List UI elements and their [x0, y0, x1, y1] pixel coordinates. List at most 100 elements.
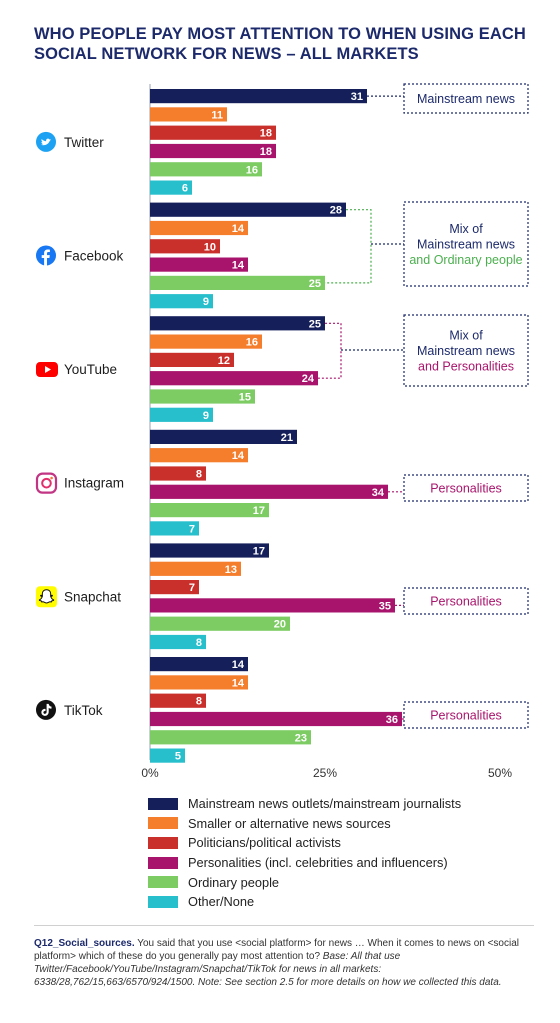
callout-twitter-text-1: Mainstream news — [417, 92, 515, 106]
callout-youtube-box — [403, 314, 529, 387]
data-label: 16 — [246, 337, 258, 349]
bar-snapchat-1 — [150, 543, 269, 558]
bar-tiktok-6 — [150, 748, 185, 763]
bar-snapchat-3 — [150, 580, 199, 595]
data-label: 5 — [175, 751, 181, 763]
footnote-question: You said that you use <social platform> … — [34, 938, 519, 962]
callout-youtube-text-3: and Personalities — [418, 360, 514, 374]
callout-youtube-text-2: Mainstream news — [417, 344, 515, 358]
bar-tiktok-5 — [150, 730, 311, 745]
chart-title: WHO PEOPLE PAY MOST ATTENTION TO WHEN US… — [34, 24, 534, 64]
data-label: 17 — [253, 505, 265, 517]
youtube-icon — [36, 362, 58, 378]
callout-youtube-connector — [318, 322, 342, 379]
data-label: 7 — [189, 582, 195, 594]
bar-tiktok-4 — [150, 711, 402, 727]
bar-youtube-1 — [150, 316, 325, 331]
bar-snapchat-5 — [150, 616, 290, 631]
footnote-base: Base: All that use Twitter/Facebook/YouT… — [34, 951, 502, 988]
data-label: 14 — [232, 223, 245, 235]
platform-label-instagram: Instagram — [64, 476, 124, 491]
x-tick-label: 50% — [488, 766, 512, 780]
bar-snapchat-2 — [150, 561, 241, 576]
bar-tiktok-2 — [150, 675, 248, 690]
callout-facebook-text-2: Mainstream news — [417, 238, 515, 252]
data-label: 6 — [182, 183, 188, 195]
legend-label: Other/None — [188, 894, 255, 910]
bar-twitter-2 — [150, 107, 227, 122]
bar-snapchat-4 — [150, 598, 395, 613]
legend-label: Personalities (incl. celebrities and inf… — [188, 855, 448, 871]
data-label: 36 — [386, 714, 398, 726]
bar-tiktok-1 — [150, 657, 248, 672]
data-label: 12 — [218, 355, 230, 367]
bar-youtube-5 — [150, 389, 255, 404]
bar-facebook-1 — [150, 202, 346, 217]
bar-twitter-4 — [150, 143, 276, 159]
data-label: 23 — [295, 732, 307, 744]
data-label: 20 — [274, 619, 286, 631]
callout-tiktok-box — [403, 701, 529, 729]
data-label: 31 — [351, 91, 363, 103]
data-label: 15 — [239, 392, 251, 404]
data-label: 8 — [196, 696, 202, 708]
bar-instagram-5 — [150, 503, 269, 518]
callout-youtube-text-1: Mix of — [449, 329, 483, 343]
bar-instagram-2 — [150, 448, 248, 463]
legend-swatch — [148, 836, 178, 849]
bar-snapchat-6 — [150, 634, 206, 650]
legend-label: Ordinary people — [188, 874, 280, 890]
x-tick-label: 0% — [141, 766, 159, 780]
callout-instagram-text-1: Personalities — [430, 482, 502, 496]
callout-facebook-text-3: and Ordinary people — [409, 253, 522, 267]
legend-swatch — [148, 856, 178, 869]
legend-label: Smaller or alternative news sources — [188, 815, 391, 831]
bar-facebook-6 — [150, 294, 213, 309]
footnote-code: Q12_Social_sources. — [34, 938, 135, 949]
data-label: 34 — [372, 487, 385, 499]
callout-snapchat-text-1: Personalities — [430, 595, 502, 609]
bar-twitter-6 — [150, 180, 192, 195]
bar-facebook-3 — [150, 239, 220, 254]
platform-label-facebook: Facebook — [64, 248, 124, 263]
legend-item: Personalities (incl. celebrities and inf… — [148, 853, 528, 873]
bar-facebook-2 — [150, 220, 248, 236]
x-tick-label: 25% — [313, 766, 337, 780]
legend-swatch — [148, 817, 178, 830]
data-label: 8 — [196, 469, 202, 481]
footnote: Q12_Social_sources. You said that you us… — [34, 937, 526, 989]
data-label: 24 — [302, 373, 315, 385]
data-label: 13 — [225, 564, 237, 576]
tiktok-icon — [36, 699, 56, 720]
data-label: 35 — [379, 600, 391, 612]
bar-chart: 31111818166Twitter28141014259Facebook251… — [35, 83, 529, 780]
callout-facebook-text-1: Mix of — [449, 222, 483, 236]
data-label: 21 — [281, 432, 293, 444]
data-label: 14 — [232, 260, 245, 272]
data-label: 11 — [211, 109, 223, 121]
divider — [34, 925, 534, 926]
bar-twitter-3 — [150, 125, 276, 140]
legend-item: Mainstream news outlets/mainstream journ… — [148, 794, 528, 814]
title-line-1: WHO PEOPLE PAY MOST ATTENTION TO WHEN US… — [34, 25, 526, 43]
data-label: 18 — [260, 146, 272, 158]
data-label: 14 — [232, 450, 245, 462]
bar-facebook-5 — [150, 275, 325, 290]
data-label: 10 — [204, 241, 216, 253]
data-label: 25 — [309, 278, 321, 290]
data-label: 16 — [246, 164, 258, 176]
title-line-2: SOCIAL NETWORK FOR NEWS – ALL MARKETS — [34, 45, 419, 63]
data-label: 9 — [203, 410, 209, 422]
bar-twitter-5 — [150, 162, 262, 177]
bar-youtube-4 — [150, 371, 318, 386]
data-label: 17 — [253, 546, 265, 558]
platform-label-snapchat: Snapchat — [64, 589, 121, 604]
data-label: 9 — [203, 296, 209, 308]
data-label: 28 — [330, 205, 342, 217]
bar-twitter-1 — [150, 89, 367, 104]
platform-label-twitter: Twitter — [64, 135, 104, 150]
legend-swatch — [148, 876, 178, 889]
legend-item: Politicians/political activists — [148, 833, 528, 853]
legend: Mainstream news outlets/mainstream journ… — [148, 794, 528, 912]
legend-label: Mainstream news outlets/mainstream journ… — [188, 796, 462, 812]
